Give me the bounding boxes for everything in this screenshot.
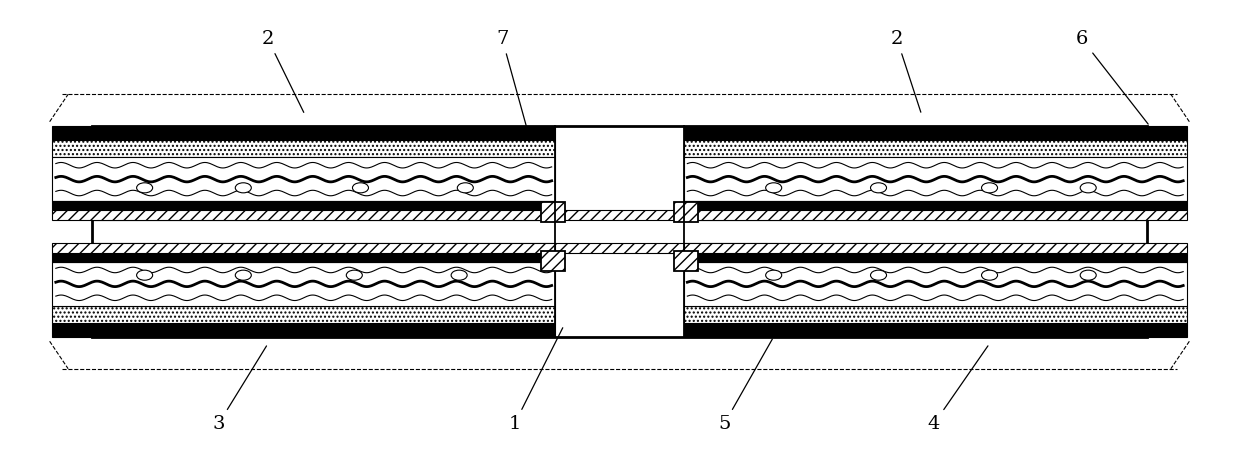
Text: 2: 2	[891, 31, 921, 112]
Bar	[52, 140, 555, 157]
Bar	[52, 253, 555, 262]
Bar	[684, 253, 1187, 262]
Bar	[92, 243, 1147, 253]
Ellipse shape	[1080, 270, 1097, 280]
Ellipse shape	[346, 270, 362, 280]
Bar	[52, 157, 555, 201]
Bar	[52, 243, 555, 253]
Bar	[52, 210, 555, 220]
Bar	[684, 210, 1187, 220]
Ellipse shape	[981, 270, 997, 280]
Ellipse shape	[136, 270, 152, 280]
Ellipse shape	[235, 270, 252, 280]
Ellipse shape	[871, 183, 887, 193]
Bar	[92, 126, 1147, 337]
Ellipse shape	[766, 183, 782, 193]
Bar	[684, 243, 1187, 253]
Bar	[52, 306, 555, 323]
Bar	[92, 210, 1147, 220]
Text: 3: 3	[212, 346, 266, 432]
Text: 1: 1	[508, 328, 563, 432]
Text: 5: 5	[719, 339, 772, 432]
Ellipse shape	[981, 183, 997, 193]
Text: 7: 7	[496, 31, 527, 126]
Bar	[684, 323, 1187, 337]
Bar	[684, 201, 1187, 210]
Bar	[674, 202, 699, 222]
Text: 6: 6	[1075, 31, 1149, 124]
Bar	[52, 126, 555, 140]
Bar	[674, 250, 699, 271]
Bar	[52, 262, 555, 306]
Text: 4: 4	[928, 346, 987, 432]
Ellipse shape	[136, 183, 152, 193]
Bar	[684, 157, 1187, 201]
Bar	[540, 202, 565, 222]
Ellipse shape	[871, 270, 887, 280]
Bar	[684, 126, 1187, 140]
Ellipse shape	[1080, 183, 1097, 193]
Text: 2: 2	[261, 31, 304, 113]
Ellipse shape	[766, 270, 782, 280]
Bar	[684, 262, 1187, 306]
Ellipse shape	[457, 183, 473, 193]
Ellipse shape	[352, 183, 368, 193]
Bar	[684, 306, 1187, 323]
Ellipse shape	[451, 270, 467, 280]
Bar	[540, 250, 565, 271]
Ellipse shape	[235, 183, 252, 193]
Bar	[52, 323, 555, 337]
Bar	[52, 201, 555, 210]
Bar	[684, 140, 1187, 157]
